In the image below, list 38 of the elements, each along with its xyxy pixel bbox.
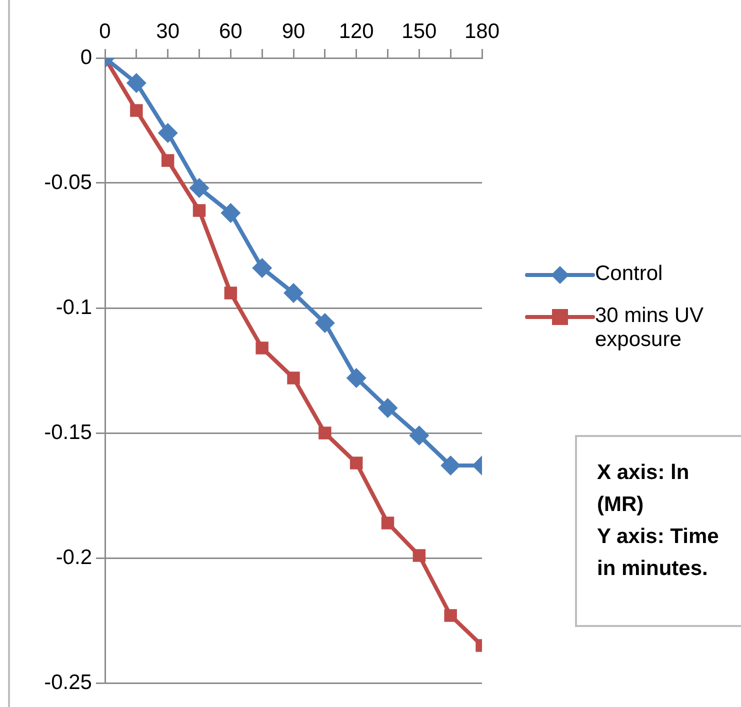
x-tick-label: 0	[99, 20, 111, 44]
legend-label: Control	[595, 262, 663, 286]
point	[192, 204, 206, 217]
text: Y axis: Time in minutes.	[597, 524, 720, 582]
point	[378, 398, 398, 418]
point	[314, 313, 335, 333]
x-tick-label: 180	[464, 20, 500, 44]
point	[444, 609, 457, 622]
point	[130, 104, 143, 117]
y-tick-label: 0	[80, 46, 92, 69]
text: X axis: ln (MR)	[597, 460, 690, 518]
x-tick-label: 30	[156, 20, 180, 44]
point	[126, 73, 146, 93]
y-tick-label: -0.15	[44, 420, 92, 444]
y-tick-label: -0.25	[44, 670, 92, 694]
x-tick-label: 120	[338, 20, 374, 44]
point	[412, 549, 426, 562]
point	[350, 456, 363, 470]
x-tick-label: 90	[282, 20, 306, 44]
point	[161, 154, 174, 167]
point	[346, 368, 366, 388]
y-tick-label: -0.05	[44, 170, 92, 194]
point	[158, 123, 178, 143]
point	[189, 178, 210, 198]
x-tick-label: 60	[218, 20, 242, 44]
point	[284, 283, 304, 303]
point	[287, 372, 300, 384]
y-tick-label: -0.2	[56, 546, 92, 569]
point	[220, 203, 241, 223]
point	[318, 426, 332, 440]
legend-label: 30 mins UV exposure	[595, 304, 705, 352]
point	[256, 342, 268, 354]
point	[381, 516, 394, 530]
point	[224, 286, 238, 300]
point	[409, 426, 430, 446]
x-tick-label: 150	[402, 20, 437, 44]
y-tick-label: -0.1	[56, 296, 92, 319]
point	[252, 258, 272, 278]
